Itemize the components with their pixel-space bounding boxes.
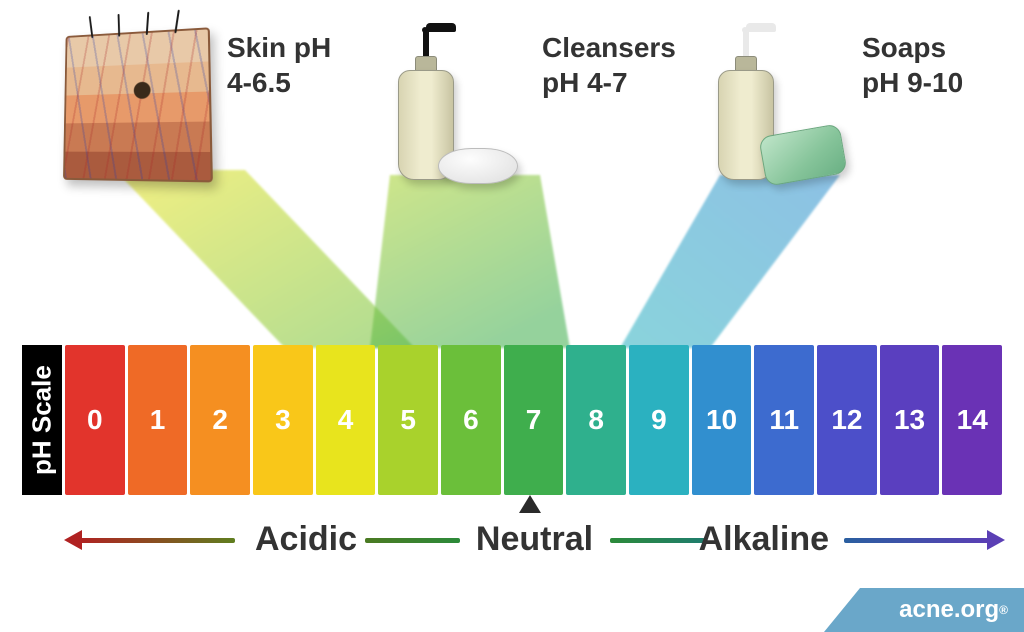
beam-soaps [620, 175, 840, 350]
ph-segment-4: 4 [316, 345, 376, 495]
callout-skin: Skin pH 4-6.5 [60, 30, 360, 180]
ph-segment-10: 10 [692, 345, 752, 495]
neutral-pointer-icon [519, 495, 541, 513]
skin-cross-section-art [60, 30, 215, 180]
ph-scale-segments: 01234567891011121314 [62, 345, 1002, 495]
callout-skin-range: 4-6.5 [227, 65, 331, 100]
ph-segment-3: 3 [253, 345, 313, 495]
axis-label-alkaline: Alkaline [699, 520, 829, 559]
ph-segment-14: 14 [942, 345, 1002, 495]
registered-mark-icon: ® [999, 603, 1008, 617]
axis: Acidic Neutral Alkaline [70, 510, 999, 580]
ph-segment-13: 13 [880, 345, 940, 495]
ph-segment-2: 2 [190, 345, 250, 495]
axis-bar-1 [365, 538, 460, 543]
callout-cleansers-range: pH 4-7 [542, 65, 676, 100]
ph-segment-5: 5 [378, 345, 438, 495]
ph-segment-12: 12 [817, 345, 877, 495]
callout-cleansers-title: Cleansers [542, 30, 676, 65]
ph-segment-8: 8 [566, 345, 626, 495]
ph-scale-row: pH Scale 01234567891011121314 [22, 345, 1002, 495]
ph-scale-label: pH Scale [22, 345, 62, 495]
soap-art [700, 30, 850, 180]
beam-cleansers [370, 175, 570, 350]
callout-skin-title: Skin pH [227, 30, 331, 65]
ph-segment-7: 7 [504, 345, 564, 495]
ph-infographic: Skin pH 4-6.5 Cleansers pH 4-7 [0, 0, 1024, 632]
axis-label-acidic: Acidic [255, 520, 357, 559]
branding-text: acne.org [899, 596, 999, 624]
callout-cleansers: Cleansers pH 4-7 [380, 30, 680, 180]
callout-soaps-range: pH 9-10 [862, 65, 963, 100]
arrow-alkaline-icon [844, 538, 989, 543]
ph-segment-6: 6 [441, 345, 501, 495]
arrow-acidic-icon [80, 538, 235, 543]
axis-bar-2 [610, 538, 705, 543]
cleanser-art [380, 30, 530, 180]
callout-soaps-title: Soaps [862, 30, 963, 65]
callout-soaps: Soaps pH 9-10 [700, 30, 1000, 180]
axis-label-neutral: Neutral [476, 520, 593, 559]
ph-segment-0: 0 [65, 345, 125, 495]
ph-segment-9: 9 [629, 345, 689, 495]
ph-segment-1: 1 [128, 345, 188, 495]
ph-segment-11: 11 [754, 345, 814, 495]
branding-tab: acne.org® [824, 588, 1024, 632]
